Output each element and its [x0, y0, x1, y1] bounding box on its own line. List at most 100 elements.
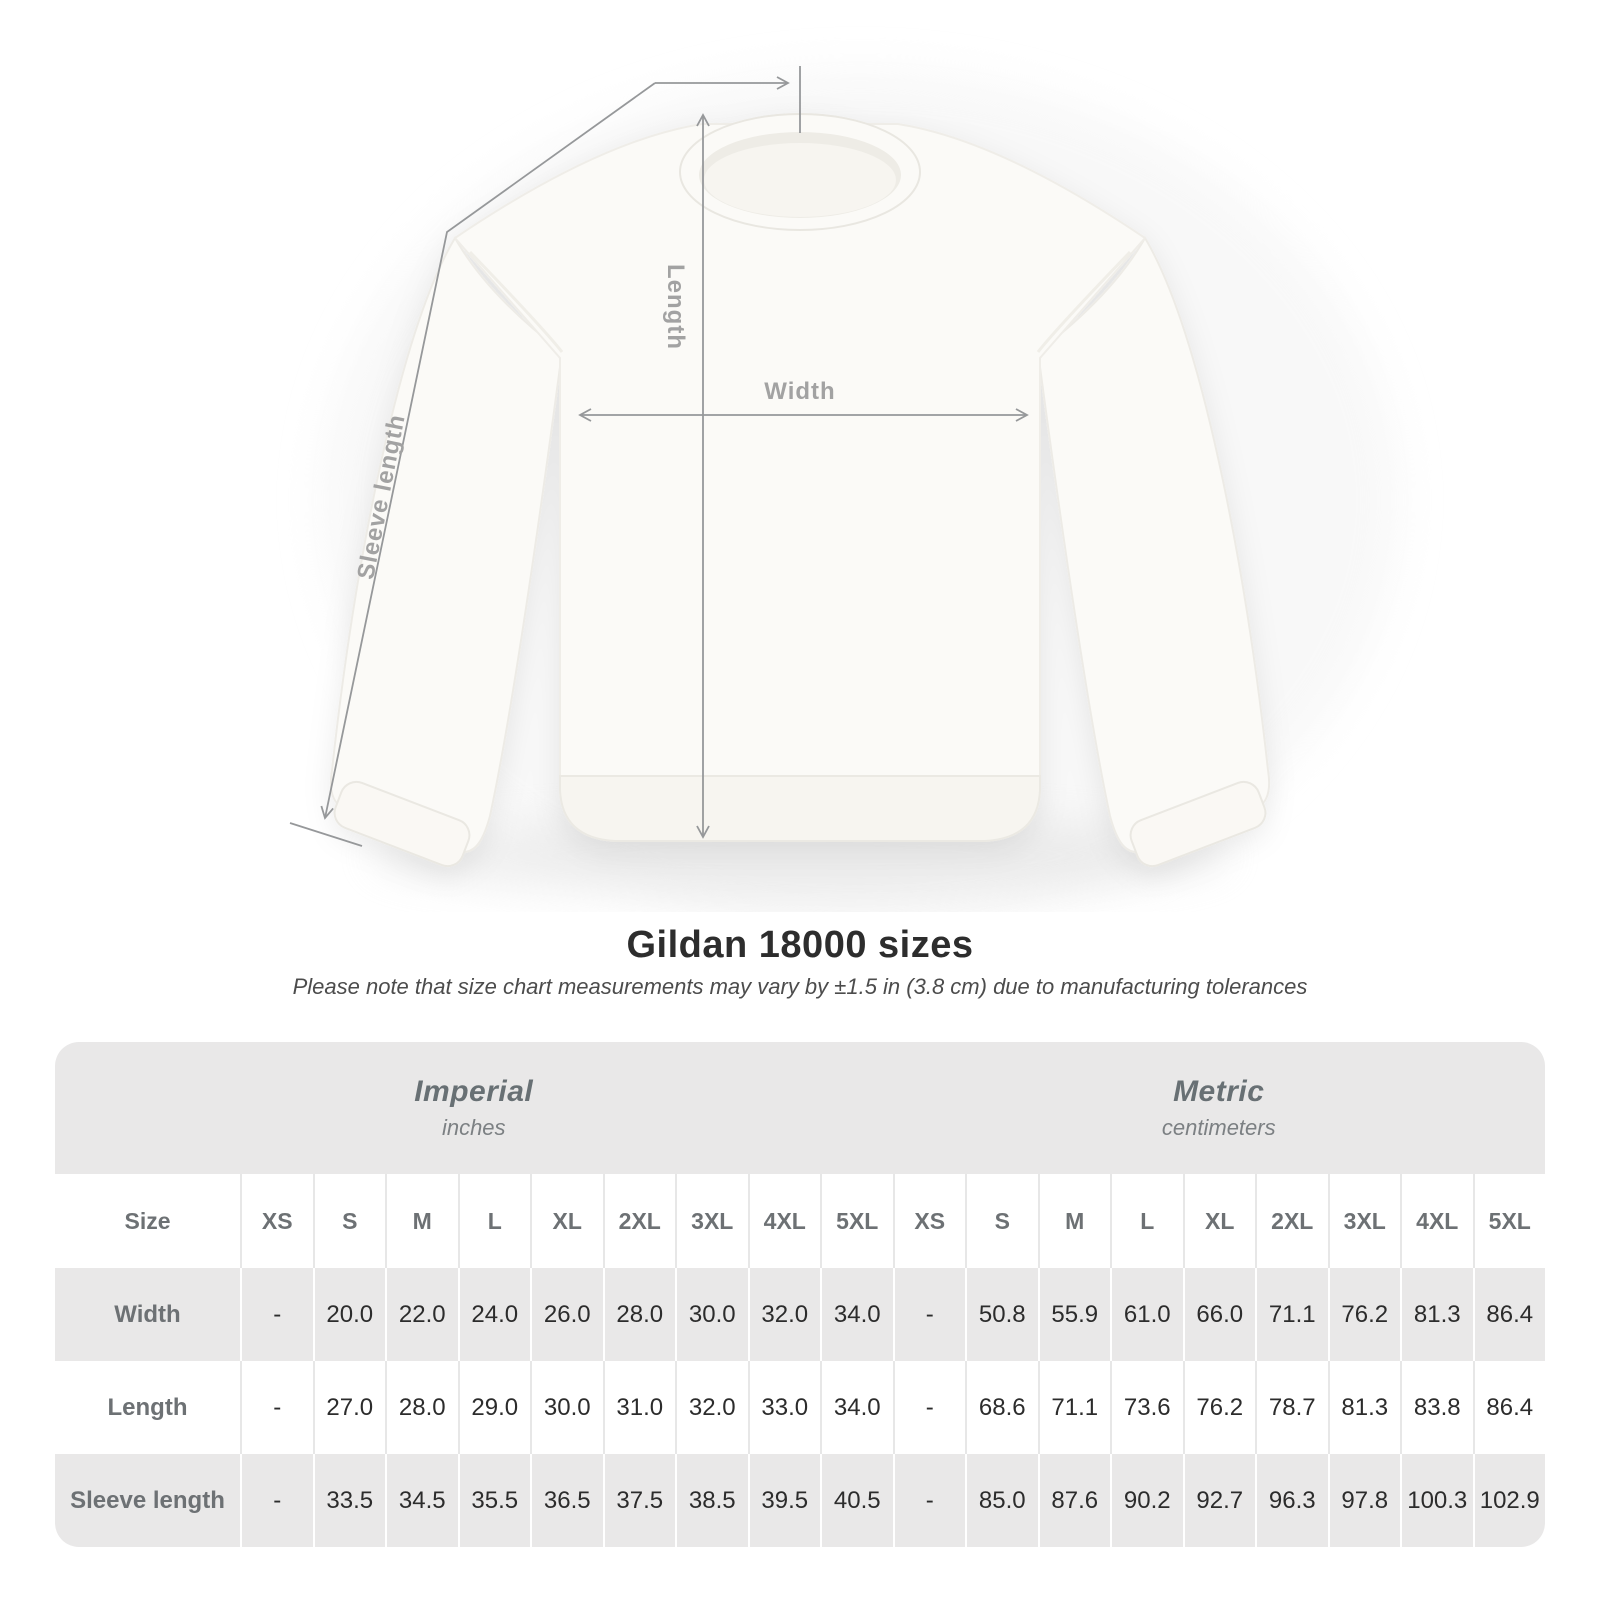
size-col-header-metric: XS	[892, 1174, 966, 1268]
cell-metric-value: 92.7	[1182, 1454, 1255, 1547]
size-col-header-imperial: XL	[530, 1174, 603, 1268]
cell-metric-value: 68.6	[965, 1361, 1038, 1454]
table-row: Length -27.0 28.0 29.0 30.0 31.0 32.0 33.0 34.0-…	[55, 1361, 1545, 1454]
sleeve-length-end-tick	[289, 822, 363, 847]
cell-metric-value: 76.2	[1182, 1361, 1255, 1454]
size-col-header-imperial: M	[385, 1174, 458, 1268]
cell-imperial-value: -	[240, 1454, 313, 1547]
size-col-header-imperial: 4XL	[747, 1174, 821, 1268]
row-label: Sleeve length	[55, 1454, 240, 1547]
cell-imperial-value: 30.0	[675, 1268, 748, 1361]
size-col-header-imperial: 5XL	[820, 1174, 893, 1268]
cell-imperial-value: 35.5	[457, 1454, 530, 1547]
imperial-group-header: Imperial inches	[55, 1042, 893, 1174]
cell-metric-value: 71.1	[1255, 1268, 1328, 1361]
cell-imperial-value: 26.0	[530, 1268, 603, 1361]
size-table: Imperial inches Metric centimeters Size X…	[55, 1042, 1545, 1547]
size-col-header-metric: L	[1110, 1174, 1183, 1268]
cell-metric-value: 81.3	[1400, 1268, 1473, 1361]
row-label: Width	[55, 1268, 240, 1361]
right-shoulder-seam	[1036, 250, 1132, 353]
cell-imperial-value: 38.5	[675, 1454, 748, 1547]
sweatshirt-diagram: Length Width Sleeve length	[289, 66, 1400, 930]
hem-band	[559, 775, 1041, 842]
size-col-header-imperial: 2XL	[602, 1174, 676, 1268]
cell-metric-value: 78.7	[1255, 1361, 1328, 1454]
cell-metric-value: 71.1	[1037, 1361, 1110, 1454]
cell-metric-value: 96.3	[1255, 1454, 1328, 1547]
collar-back	[704, 143, 896, 217]
length-label: Length	[662, 264, 689, 350]
cell-metric-value: 100.3	[1400, 1454, 1473, 1547]
cell-imperial-value: 22.0	[385, 1268, 458, 1361]
size-col-header-metric: 2XL	[1255, 1174, 1328, 1268]
cell-metric-value: -	[892, 1268, 965, 1361]
cell-imperial-value: 40.5	[820, 1454, 893, 1547]
cell-metric-value: 55.9	[1037, 1268, 1110, 1361]
cell-metric-value: 83.8	[1400, 1361, 1473, 1454]
right-cuff	[1129, 780, 1267, 868]
cell-metric-value: 97.8	[1327, 1454, 1400, 1547]
width-label: Width	[764, 378, 835, 405]
cell-imperial-value: 36.5	[530, 1454, 603, 1547]
size-column-header: Size	[124, 1207, 171, 1234]
table-row: Width -20.0 22.0 24.0 26.0 28.0 30.0 32.0 34.0-5…	[55, 1268, 1545, 1361]
cell-imperial-value: 31.0	[602, 1361, 675, 1454]
unit-group-row: Imperial inches Metric centimeters	[55, 1042, 1545, 1174]
size-col-header-metric: 5XL	[1472, 1174, 1546, 1268]
cell-metric-value: 50.8	[965, 1268, 1038, 1361]
cell-metric-value: 81.3	[1327, 1361, 1400, 1454]
left-cuff	[333, 780, 471, 868]
cell-imperial-value: -	[240, 1268, 313, 1361]
cell-imperial-value: 33.5	[312, 1454, 385, 1547]
sleeve-length-line	[320, 82, 656, 820]
cell-imperial-value: 24.0	[457, 1268, 530, 1361]
metric-group-label: Metric	[1173, 1075, 1265, 1108]
sweatshirt-diagram-svg: Length Width Sleeve length	[289, 66, 1400, 930]
metric-group-header: Metric centimeters	[893, 1042, 1546, 1174]
cell-imperial-value: 34.0	[820, 1268, 893, 1361]
cell-imperial-value: 34.0	[820, 1361, 893, 1454]
measurement-annotations	[289, 66, 1029, 847]
cell-metric-value: -	[892, 1454, 965, 1547]
cell-metric-value: 102.9	[1472, 1454, 1545, 1547]
cell-imperial-value: 28.0	[385, 1361, 458, 1454]
size-col-header-metric: XL	[1182, 1174, 1256, 1268]
cell-metric-value: 73.6	[1110, 1361, 1183, 1454]
cell-imperial-value: 27.0	[312, 1361, 385, 1454]
size-col-header-metric: 4XL	[1400, 1174, 1473, 1268]
cell-metric-value: 85.0	[965, 1454, 1038, 1547]
left-shoulder-seam	[468, 250, 564, 353]
cell-imperial-value: -	[240, 1361, 313, 1454]
size-col-header-metric: S	[965, 1174, 1038, 1268]
imperial-group-unit: inches	[441, 1115, 506, 1140]
cell-imperial-value: 28.0	[602, 1268, 675, 1361]
cell-metric-value: 87.6	[1037, 1454, 1110, 1547]
garment-ground-shadow	[370, 814, 1230, 898]
cell-imperial-value: 32.0	[675, 1361, 748, 1454]
size-col-header-imperial: L	[457, 1174, 531, 1268]
cell-metric-value: 90.2	[1110, 1454, 1183, 1547]
row-label: Length	[55, 1361, 240, 1454]
table-row: Sleeve length -33.5 34.5 35.5 36.5 37.5 38.5 39…	[55, 1454, 1545, 1547]
size-col-header-metric: M	[1037, 1174, 1111, 1268]
cell-metric-value: -	[892, 1361, 965, 1454]
cell-imperial-value: 37.5	[602, 1454, 675, 1547]
sweatshirt	[329, 113, 1271, 868]
cell-imperial-value: 34.5	[385, 1454, 458, 1547]
cell-metric-value: 86.4	[1472, 1361, 1545, 1454]
cell-imperial-value: 39.5	[747, 1454, 820, 1547]
cell-imperial-value: 20.0	[312, 1268, 385, 1361]
cell-metric-value: 66.0	[1182, 1268, 1255, 1361]
cell-imperial-value: 32.0	[747, 1268, 820, 1361]
cell-metric-value: 86.4	[1472, 1268, 1545, 1361]
page-title: Gildan 18000 sizes	[626, 924, 974, 966]
cell-metric-value: 61.0	[1110, 1268, 1183, 1361]
metric-group-unit: centimeters	[1161, 1115, 1276, 1140]
size-col-header-metric: 3XL	[1327, 1174, 1401, 1268]
page-subtitle: Please note that size chart measurements…	[292, 974, 1308, 999]
size-col-header-imperial: S	[312, 1174, 386, 1268]
cell-imperial-value: 30.0	[530, 1361, 603, 1454]
cell-imperial-value: 29.0	[457, 1361, 530, 1454]
